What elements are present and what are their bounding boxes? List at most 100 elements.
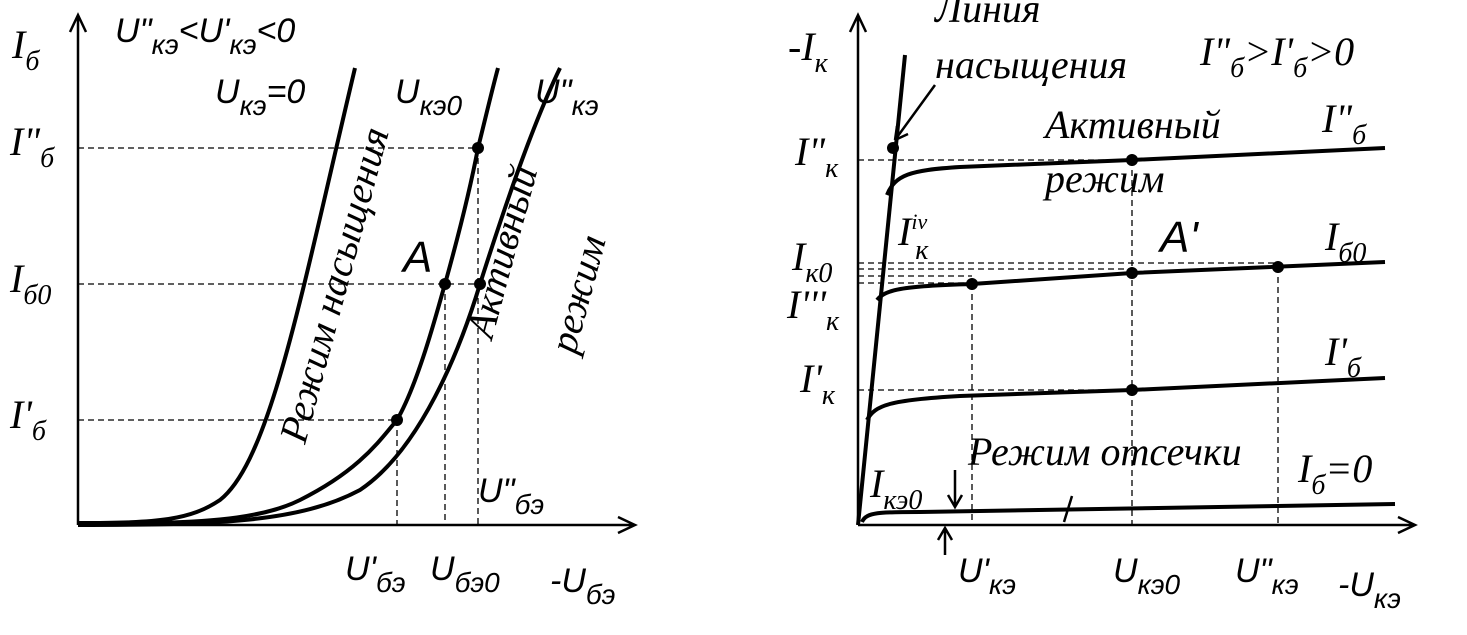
pointer-line [1062,495,1074,523]
label: режим [1042,156,1165,201]
label-main: U' [958,552,991,590]
label: Iб=0 [1297,446,1372,501]
label-sub: б [32,416,47,447]
label: Линия [933,0,1041,31]
point [1272,261,1284,273]
label-sub: кэ0 [883,485,922,516]
label-main: I [791,234,807,279]
point [966,278,978,290]
point [887,142,899,154]
label-main: U [215,73,240,111]
label-sub: б0 [1338,238,1366,269]
label-sub: кэ0 [1138,569,1181,600]
label-main: U" [115,12,154,50]
label-main: I" [794,129,825,174]
label: Режим отсечки [967,429,1242,474]
curve [885,146,1386,196]
label: A [400,233,432,282]
label-sup: iv [911,209,927,234]
label-main: U" [535,73,574,111]
curve [860,502,1396,523]
label-sub: б [1352,120,1367,151]
right-panel [848,12,1418,555]
label-sub: бэ [376,567,406,598]
label-sub: к [822,380,836,411]
label: I'к [799,356,836,411]
label-sub: кэ [240,90,267,121]
label-sub: б [1347,353,1362,384]
label-sub: к0 [805,258,832,289]
label-main: U [395,73,420,111]
label: Iк0 [791,234,832,289]
label-main: U [1113,552,1138,590]
label-sub: кэ0 [420,90,463,121]
point [391,414,403,426]
label: режим [539,230,614,360]
label: U'кэ [958,552,1016,600]
label: Iб0 [9,256,51,311]
curve [865,376,1386,422]
guide-lines [78,147,480,525]
label: -Uкэ [1338,566,1401,614]
curve [77,67,562,527]
axes [68,12,638,535]
label-main: -U [550,562,586,600]
point [1126,384,1138,396]
guide-lines [858,159,1279,525]
label: Режим насыщения [270,122,398,448]
label-main: =0 [1325,446,1372,491]
label-sub: б [1293,53,1308,84]
label-main: I''' [786,282,827,327]
label: I'б [1324,329,1362,384]
label: Iб0 [1324,214,1366,269]
label-sub: кэ [572,90,599,121]
label-main: I' [799,356,823,401]
point [439,278,451,290]
label: I"б>I'б>0 [1199,29,1354,84]
label: Uбэ0 [430,550,500,598]
points [391,142,486,426]
label-main: =0 [267,73,306,111]
label: A' [1157,213,1199,262]
label-main: I [869,461,885,506]
label-sub: б0 [23,280,51,311]
label-main: <U' [179,12,231,50]
label: U"кэ<U'кэ<0 [115,12,295,60]
label-main: >I' [1244,29,1294,74]
point [1126,267,1138,279]
label-main: I [9,256,25,301]
label-sub: кэ [1374,583,1401,614]
point [472,142,484,154]
label-main: I" [1199,29,1230,74]
label-sub: б [1230,53,1245,84]
label-sub: б [40,143,55,174]
label: Uкэ=0 [215,73,305,121]
point [474,278,486,290]
label: -Uбэ [550,562,615,610]
label-main: U' [345,550,378,588]
label: Iб [11,22,40,77]
leakage-arrows [936,470,964,555]
label-sub: б [1311,470,1326,501]
label: Iiv к [897,209,929,266]
label-sub: б [25,46,40,77]
point [1126,154,1138,166]
label: Iкэ0 [869,461,922,516]
label: Активный [1042,102,1221,147]
label-sub: к [826,306,840,337]
label-main: >0 [1307,29,1354,74]
points [887,142,1284,396]
label: Uкэ0 [395,73,463,121]
label-main: -U [1338,566,1374,604]
label-sub: кэ [1272,569,1299,600]
label-main: <0 [257,12,296,50]
label: насыщения [935,42,1127,87]
label: U"кэ [1235,552,1299,600]
label: I'''к [786,282,840,337]
label-main: U" [1235,552,1274,590]
label-sub: бэ0 [455,567,501,598]
label: -Iк [788,24,829,79]
label: Uкэ0 [1113,552,1181,600]
label-sub: кэ [230,29,257,60]
